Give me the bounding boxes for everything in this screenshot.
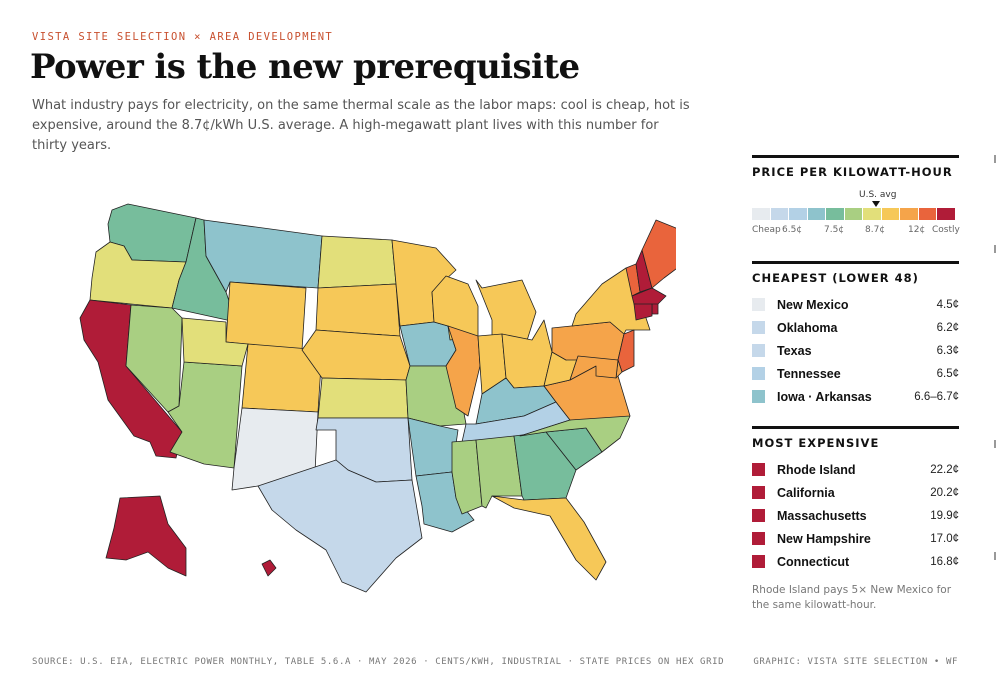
legend-swatch bbox=[752, 208, 770, 220]
state-nj bbox=[617, 329, 635, 373]
state-rank-row: Iowa · Arkansas 6.6–6.7¢ bbox=[752, 385, 959, 408]
kicker: VISTA SITE SELECTION × AREA DEVELOPMENT bbox=[32, 31, 334, 43]
legend-swatch bbox=[937, 208, 955, 220]
source-footer: SOURCE: U.S. EIA, ELECTRIC POWER MONTHLY… bbox=[32, 657, 725, 667]
legend-swatch bbox=[844, 208, 862, 220]
state-rank-row: Rhode Island 22.2¢ bbox=[752, 458, 959, 481]
legend-color-scale bbox=[752, 208, 956, 220]
page-subtitle: What industry pays for electricity, on t… bbox=[32, 98, 690, 153]
rank-color-swatch bbox=[752, 298, 765, 311]
state-ne bbox=[301, 329, 411, 381]
state-rank-row: Oklahoma 6.2¢ bbox=[752, 316, 959, 339]
legend-tick-6-5: 6.5¢ bbox=[782, 225, 803, 235]
rank-state-name: Texas bbox=[777, 343, 812, 358]
rank-price-value: 4.5¢ bbox=[936, 298, 959, 311]
legend-swatch bbox=[770, 208, 788, 220]
state-ma bbox=[631, 287, 667, 307]
state-rank-row: Massachusetts 19.9¢ bbox=[752, 504, 959, 527]
state-rank-row: Tennessee 6.5¢ bbox=[752, 362, 959, 385]
rank-color-swatch bbox=[752, 367, 765, 380]
state-rank-row: New Mexico 4.5¢ bbox=[752, 293, 959, 316]
rank-state-name: Tennessee bbox=[777, 366, 841, 381]
state-rank-row: California 20.2¢ bbox=[752, 481, 959, 504]
rank-state-name: Oklahoma bbox=[777, 320, 838, 335]
rank-color-swatch bbox=[752, 390, 765, 403]
state-rank-row: Texas 6.3¢ bbox=[752, 339, 959, 362]
legend-swatch bbox=[807, 208, 825, 220]
rank-color-swatch bbox=[752, 486, 765, 499]
rank-color-swatch bbox=[752, 509, 765, 522]
cheapest-title: CHEAPEST (LOWER 48) bbox=[752, 271, 919, 285]
rank-price-value: 20.2¢ bbox=[930, 486, 959, 499]
state-fl bbox=[491, 495, 607, 581]
legend-tick-7-5: 7.5¢ bbox=[824, 225, 845, 235]
most-expensive-panel: MOST EXPENSIVE Rhode Island 22.2¢ Californ… bbox=[752, 426, 959, 573]
state-hi bbox=[261, 559, 277, 577]
state-nd bbox=[317, 235, 397, 289]
state-ri bbox=[651, 303, 659, 315]
rank-price-value: 22.2¢ bbox=[930, 463, 959, 476]
state-mt bbox=[203, 219, 323, 293]
state-wy bbox=[225, 281, 307, 351]
state-ct bbox=[633, 303, 653, 321]
legend-tick-12: 12¢ bbox=[908, 225, 926, 235]
page-title: Power is the new prerequisite bbox=[30, 47, 580, 87]
legend-tick-costly: Costly bbox=[932, 225, 960, 235]
rank-price-value: 6.2¢ bbox=[936, 321, 959, 334]
rank-state-name: California bbox=[777, 485, 835, 500]
most-expensive-list: Rhode Island 22.2¢ California 20.2¢ Massachu… bbox=[752, 458, 959, 573]
rank-color-swatch bbox=[752, 555, 765, 568]
legend-title: PRICE PER KILOWATT-HOUR bbox=[752, 165, 953, 179]
state-tx bbox=[257, 459, 423, 593]
state-ak bbox=[105, 495, 187, 577]
edge-mark bbox=[994, 552, 996, 560]
legend-swatch bbox=[863, 208, 881, 220]
rank-color-swatch bbox=[752, 532, 765, 545]
state-pa bbox=[551, 321, 625, 361]
edge-mark bbox=[994, 155, 996, 163]
legend-tick-8-7: 8.7¢ bbox=[865, 225, 886, 235]
rank-color-swatch bbox=[752, 344, 765, 357]
legend-swatch bbox=[826, 208, 844, 220]
edge-mark bbox=[994, 245, 996, 253]
rank-price-value: 6.5¢ bbox=[936, 367, 959, 380]
rank-price-value: 17.0¢ bbox=[930, 532, 959, 545]
us-electricity-price-map bbox=[79, 203, 676, 593]
state-rank-row: Connecticut 16.8¢ bbox=[752, 550, 959, 573]
state-sd bbox=[315, 283, 401, 337]
state-ar bbox=[407, 417, 459, 477]
legend-swatch bbox=[900, 208, 918, 220]
credit-footer: GRAPHIC: VISTA SITE SELECTION • WF bbox=[753, 657, 958, 667]
rank-state-name: Connecticut bbox=[777, 554, 850, 569]
us-average-marker-icon bbox=[872, 201, 880, 207]
rank-price-value: 6.6–6.7¢ bbox=[914, 390, 959, 403]
legend-tick-cheap: Cheap bbox=[752, 225, 781, 235]
comparison-note: Rhode Island pays 5× New Mexico for the … bbox=[752, 584, 952, 611]
rank-price-value: 19.9¢ bbox=[930, 509, 959, 522]
rank-price-value: 6.3¢ bbox=[936, 344, 959, 357]
cheapest-list: New Mexico 4.5¢ Oklahoma 6.2¢ Texas 6.3¢ Tenne… bbox=[752, 293, 959, 408]
edge-mark bbox=[994, 440, 996, 448]
price-legend: PRICE PER KILOWATT-HOUR U.S. avg Cheap 6… bbox=[752, 155, 960, 235]
rank-color-swatch bbox=[752, 321, 765, 334]
rank-state-name: Iowa · Arkansas bbox=[777, 389, 872, 404]
most-expensive-title: MOST EXPENSIVE bbox=[752, 436, 880, 450]
state-ks bbox=[317, 377, 409, 419]
rank-price-value: 16.8¢ bbox=[930, 555, 959, 568]
legend-swatch bbox=[881, 208, 899, 220]
state-md bbox=[569, 355, 619, 381]
rank-state-name: Rhode Island bbox=[777, 462, 856, 477]
rank-state-name: New Hampshire bbox=[777, 531, 871, 546]
rank-state-name: New Mexico bbox=[777, 297, 849, 312]
cheapest-states-panel: CHEAPEST (LOWER 48) New Mexico 4.5¢ Oklaho… bbox=[752, 261, 959, 408]
state-ia bbox=[399, 321, 457, 367]
rank-color-swatch bbox=[752, 463, 765, 476]
legend-swatch bbox=[918, 208, 936, 220]
us-average-label: U.S. avg bbox=[859, 190, 897, 200]
rank-state-name: Massachusetts bbox=[777, 508, 867, 523]
legend-swatch bbox=[789, 208, 807, 220]
state-rank-row: New Hampshire 17.0¢ bbox=[752, 527, 959, 550]
